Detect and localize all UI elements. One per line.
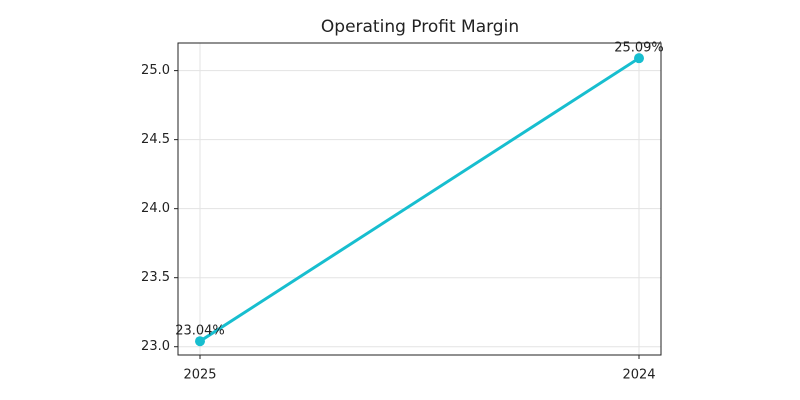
data-point [634,53,644,64]
y-tick-label: 24.0 [141,201,170,216]
data-label: 25.09% [614,41,664,56]
y-tick-label: 23.0 [141,339,170,354]
plot-frame [177,42,662,356]
x-tick-label: 2024 [622,368,655,383]
y-tick-label: 25.0 [141,63,170,78]
x-tick-label: 2025 [183,368,216,383]
y-tick-label: 24.5 [141,132,170,147]
data-label: 23.04% [175,324,225,339]
data-point [195,336,205,347]
chart-title: Operating Profit Margin [321,17,519,37]
data-line [199,56,640,343]
y-tick-label: 23.5 [141,270,170,285]
